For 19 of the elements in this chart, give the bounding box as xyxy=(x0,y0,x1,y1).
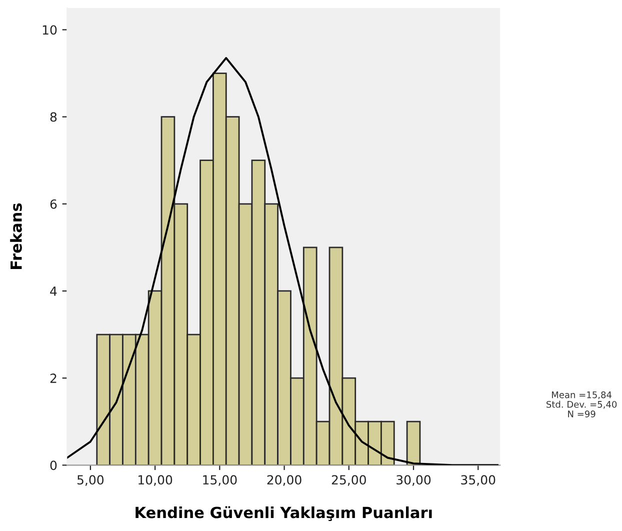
y-axis-title: Frekans xyxy=(10,203,22,270)
text: Mean =15,84 xyxy=(552,391,612,400)
text: N =99 xyxy=(568,410,596,418)
x-tick-label: 15,00 xyxy=(203,475,237,486)
x-tick-label: 20,00 xyxy=(267,475,302,486)
x-tick-label: 30,00 xyxy=(396,475,431,486)
y-tick-label: 2 xyxy=(50,374,56,383)
x-axis-title: Kendine Güvenli Yaklaşım Puanları xyxy=(136,506,432,522)
y-tick-label: 4 xyxy=(50,286,57,296)
y-tick-label: 0 xyxy=(50,460,57,470)
x-tick-label: 25,00 xyxy=(332,475,366,486)
x-tick-label: 35,00 xyxy=(461,475,496,486)
x-tick-label: 5,00 xyxy=(77,475,104,486)
line-series xyxy=(67,57,498,466)
y-tick-label: 8 xyxy=(50,112,57,122)
y-tick-label: 10 xyxy=(42,25,57,35)
y-tick-label: 6 xyxy=(50,199,57,209)
x-tick-label: 10,00 xyxy=(138,475,172,486)
text: Std. Dev. =5,40 xyxy=(546,400,617,409)
